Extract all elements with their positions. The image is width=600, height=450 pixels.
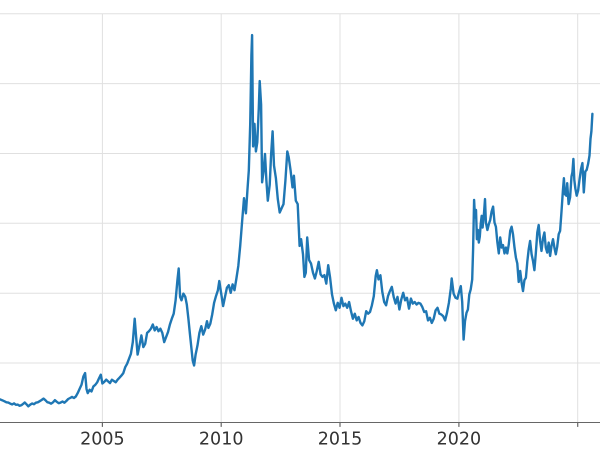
data-series <box>0 33 594 408</box>
x-tick-label-2010: 2010 <box>199 430 244 450</box>
x-tick-label-2015: 2015 <box>318 430 363 450</box>
x-tick-label-2020: 2020 <box>437 430 482 450</box>
x-tick-label-2005: 2005 <box>80 430 125 450</box>
price-line <box>0 33 594 408</box>
gridlines <box>0 13 600 423</box>
x-axis: 2005 2010 2015 2020 <box>0 421 600 450</box>
